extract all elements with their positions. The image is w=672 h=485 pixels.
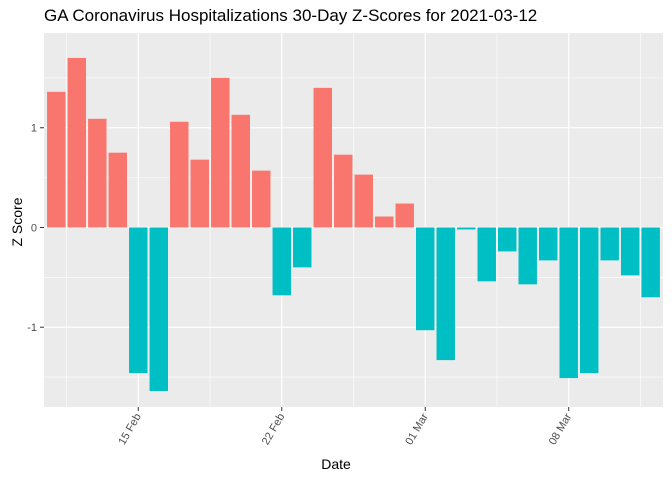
bar xyxy=(375,216,394,228)
bar xyxy=(129,227,148,374)
x-axis-label: Date xyxy=(321,456,351,472)
bar xyxy=(170,121,189,228)
bar xyxy=(108,152,128,228)
bar xyxy=(231,114,250,228)
x-tick-label: 22 Feb xyxy=(260,412,288,448)
bar xyxy=(641,227,660,298)
bar xyxy=(252,170,271,228)
bar xyxy=(559,227,578,379)
y-tick-label: 1 xyxy=(31,123,37,135)
x-tick-label: 15 Feb xyxy=(116,412,144,448)
chart-title: GA Coronavirus Hospitalizations 30-Day Z… xyxy=(44,6,538,25)
bar xyxy=(272,227,291,296)
bar xyxy=(600,227,619,261)
bar xyxy=(313,87,332,228)
bar xyxy=(457,227,476,230)
x-tick-label: 08 Mar xyxy=(547,411,575,447)
bar xyxy=(293,227,312,268)
y-axis-label: Z Score xyxy=(2,192,32,252)
bar xyxy=(518,227,537,285)
bar xyxy=(416,227,435,331)
bar xyxy=(620,227,640,276)
y-axis-label-text: Z Score xyxy=(9,197,25,247)
x-tick-label: 01 Mar xyxy=(403,411,431,447)
bar xyxy=(354,174,373,228)
y-tick-label: -1 xyxy=(27,322,37,334)
bar xyxy=(149,227,169,392)
bar xyxy=(88,118,107,228)
bar xyxy=(47,91,66,228)
y-tick-label: 0 xyxy=(31,222,37,234)
bar xyxy=(436,227,455,361)
bar xyxy=(67,57,87,228)
bar xyxy=(477,227,496,282)
bar xyxy=(190,159,209,228)
bar xyxy=(395,203,414,228)
bar xyxy=(538,227,558,261)
bar xyxy=(211,77,230,228)
bar xyxy=(579,227,599,374)
bar xyxy=(334,154,353,228)
bar xyxy=(498,227,517,252)
